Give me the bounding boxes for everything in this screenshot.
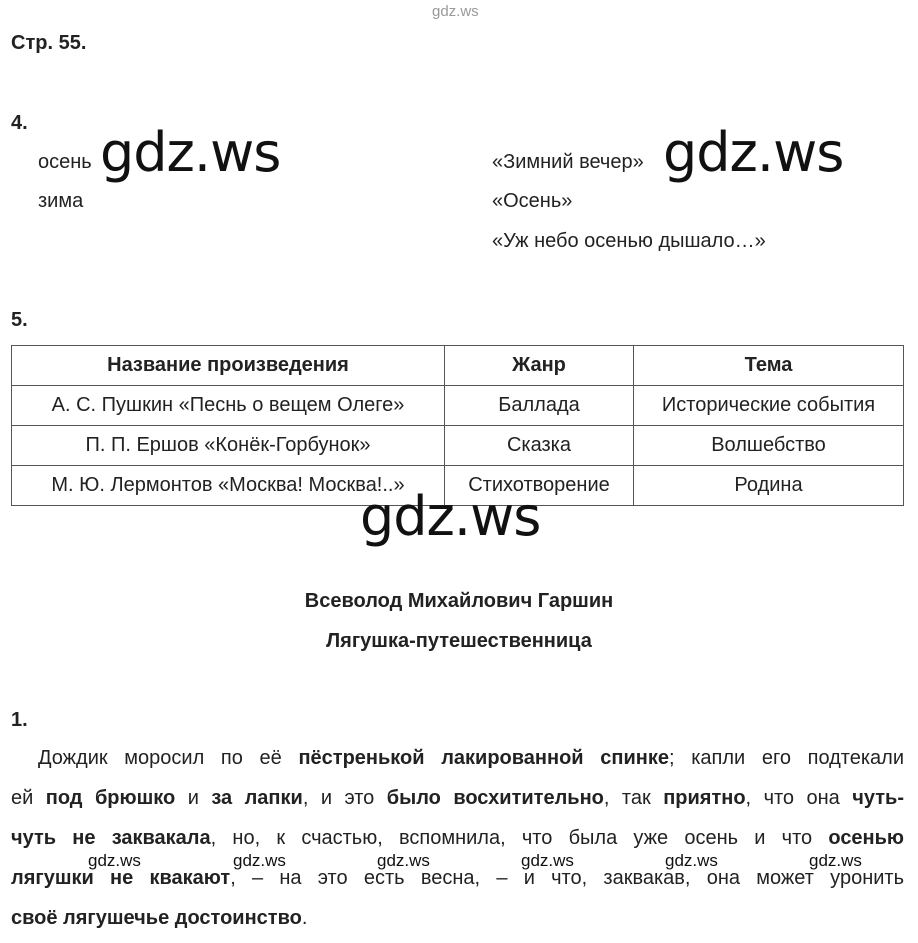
table-row: П. П. Ершов «Конёк-Горбунок» Сказка Волш…	[11, 425, 904, 466]
header-title: Название произведения	[11, 345, 445, 386]
bold-phrase: лягушки не квакают	[11, 867, 231, 889]
bold-phrase: чуть-	[852, 787, 904, 809]
task-5-number: 5.	[11, 309, 28, 331]
works-table: Название произведения Жанр Тема А. С. Пу…	[11, 345, 904, 506]
task-4-right-item: «Осень»	[492, 190, 573, 212]
text-segment: и	[175, 787, 212, 809]
text-segment: , так	[603, 787, 664, 809]
page-label: Стр. 55.	[11, 32, 87, 54]
table-header-row: Название произведения Жанр Тема	[11, 345, 904, 386]
text-segment: , что она	[745, 787, 853, 809]
task-4-number: 4.	[11, 112, 28, 134]
text-segment: .	[301, 907, 308, 929]
cell-title: П. П. Ершов «Конёк-Горбунок»	[11, 425, 445, 466]
bold-phrase: осенью	[828, 827, 905, 849]
bold-phrase: было восхитительно	[386, 787, 604, 809]
task-4-left-item: осень	[38, 151, 92, 173]
cell-genre: Сказка	[444, 425, 634, 466]
cell-genre: Баллада	[444, 385, 634, 426]
paragraph-line: своё лягушечье достоинство.	[11, 898, 904, 938]
cell-genre: Стихотворение	[444, 465, 634, 506]
table-row: М. Ю. Лермонтов «Москва! Москва!..» Стих…	[11, 465, 904, 506]
watermark-top: gdz.ws	[432, 3, 479, 20]
bold-phrase: своё лягушечье достоинство	[11, 907, 302, 929]
header-theme: Тема	[633, 345, 904, 386]
task-4-left-item: зима	[38, 190, 84, 212]
cell-theme: Исторические события	[633, 385, 904, 426]
paragraph-line: лягушки не квакают, – на это есть весна,…	[11, 858, 904, 898]
task-4-right-item: «Зимний вечер»	[492, 151, 644, 173]
bold-phrase: за лапки	[211, 787, 303, 809]
paragraph-line: Дождик моросил по её пёстренькой лакиров…	[38, 738, 904, 778]
cell-title: А. С. Пушкин «Песнь о вещем Олеге»	[11, 385, 445, 426]
bold-phrase: чуть не заквакала	[11, 827, 211, 849]
cell-theme: Волшебство	[633, 425, 904, 466]
watermark: gdz.ws	[233, 851, 286, 870]
task-4-right-item: «Уж небо осенью дышало…»	[492, 230, 766, 252]
watermark: gdz.ws	[88, 851, 141, 870]
section-title: Лягушка-путешественница	[326, 630, 592, 652]
bold-phrase: пёстренькой лакированной спинке	[298, 747, 669, 769]
paragraph-line: ей под брюшко и за лапки, и это было вос…	[11, 778, 904, 818]
cell-title: М. Ю. Лермонтов «Москва! Москва!..»	[11, 465, 445, 506]
text-segment: , и это	[302, 787, 387, 809]
text-segment: Дождик моросил по её	[38, 747, 299, 769]
watermark: gdz.ws	[665, 851, 718, 870]
text-segment: , – на это есть весна, – и что, заквакав…	[230, 867, 904, 889]
watermark: gdz.ws	[809, 851, 862, 870]
text-segment: ; капли его подтекали	[668, 747, 905, 769]
watermark: gdz.ws	[377, 851, 430, 870]
text-segment: ей	[11, 787, 46, 809]
header-genre: Жанр	[444, 345, 634, 386]
watermark: gdz.ws	[521, 851, 574, 870]
task-1-number: 1.	[11, 709, 28, 731]
watermark: gdz.ws	[663, 121, 844, 184]
watermark: gdz.ws	[100, 121, 281, 184]
bold-phrase: под брюшко	[45, 787, 176, 809]
text-segment: , но, к счастью, вспомнила, что была уже…	[210, 827, 829, 849]
section-author: Всеволод Михайлович Гаршин	[304, 590, 614, 612]
bold-phrase: приятно	[663, 787, 746, 809]
watermark: gdz.ws	[360, 485, 541, 548]
cell-theme: Родина	[633, 465, 904, 506]
paragraph-line: чуть не заквакала, но, к счастью, вспомн…	[11, 818, 904, 858]
table-row: А. С. Пушкин «Песнь о вещем Олеге» Балла…	[11, 385, 904, 426]
